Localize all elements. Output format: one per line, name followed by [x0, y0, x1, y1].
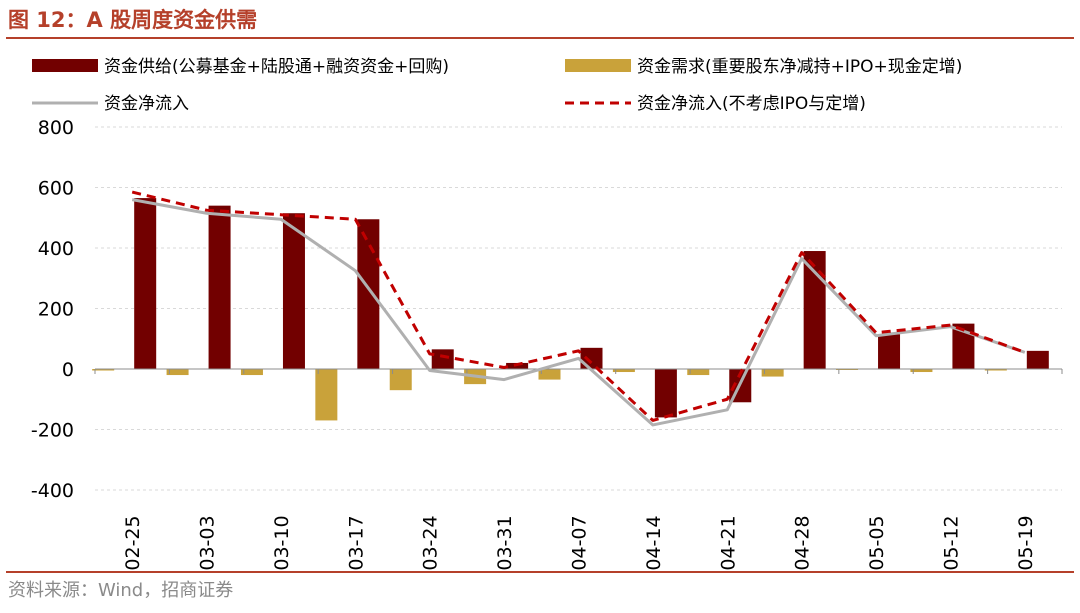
- supply-bar: [1026, 350, 1049, 369]
- x-tick-label: 03-10: [271, 515, 293, 570]
- y-tick-label: 800: [38, 117, 74, 139]
- net-inflow-excl-ipo-line: [131, 190, 1026, 422]
- title-rule: [6, 37, 1074, 39]
- supply-bar: [654, 369, 677, 418]
- legend-label: 资金供给(公募基金+陆股通+融资资金+回购): [104, 57, 449, 77]
- y-tick-label: -400: [31, 480, 74, 502]
- supply-bar: [134, 198, 157, 369]
- demand-bar: [92, 369, 115, 371]
- figure-title: 图 12：A 股周度资金供需: [8, 8, 258, 32]
- y-axis-ticks: -400 -200 0 200 400 600 800: [31, 117, 74, 502]
- x-axis-ticks: 02-25 03-03 03-10 03-17 03-24 03-31 04-07 04-14…: [122, 515, 1037, 570]
- supply-bar: [282, 213, 305, 369]
- supply-bar: [580, 347, 603, 369]
- chart-gridlines: [95, 126, 1062, 491]
- y-tick-label: 600: [38, 178, 74, 200]
- y-tick-label: 200: [38, 299, 74, 321]
- x-tick-label: 04-07: [569, 515, 591, 570]
- chart-legend: 资金供给(公募基金+陆股通+融资资金+回购) 资金需求(重要股东净减持+IPO+现…: [32, 57, 962, 114]
- x-tick-label: 05-12: [940, 515, 962, 570]
- supply-bar: [952, 323, 975, 369]
- legend-swatch: [32, 59, 98, 72]
- x-tick-label: 04-28: [792, 515, 814, 570]
- demand-bar: [761, 369, 784, 377]
- demand-bar: [612, 369, 635, 373]
- supply-bar: [803, 251, 826, 369]
- demand-bar: [166, 369, 189, 376]
- net-inflow-line: [131, 198, 1026, 427]
- supply-bar: [208, 205, 231, 369]
- legend-swatch: [565, 59, 631, 72]
- demand-bar: [538, 369, 561, 380]
- x-tick-label: 03-31: [494, 515, 516, 570]
- x-tick-label: 03-03: [197, 515, 219, 570]
- demand-bar: [984, 369, 1007, 371]
- supply-bar: [357, 219, 380, 369]
- chart-bars: [92, 198, 1049, 421]
- zero-axis: [94, 368, 1063, 374]
- source-note: 资料来源：Wind，招商证券: [8, 580, 234, 601]
- x-tick-label: 05-05: [866, 515, 888, 570]
- x-tick-label: 03-17: [345, 515, 367, 570]
- demand-bar: [315, 369, 338, 421]
- x-tick-label: 03-24: [420, 515, 442, 570]
- demand-bar: [910, 369, 933, 373]
- y-tick-label: 0: [62, 359, 74, 381]
- demand-bar: [240, 369, 263, 376]
- demand-bar: [389, 369, 412, 391]
- legend-label: 资金需求(重要股东净减持+IPO+现金定增): [637, 57, 962, 77]
- legend-label: 资金净流入: [104, 94, 189, 114]
- supply-bar: [878, 334, 901, 369]
- x-tick-label: 04-21: [717, 515, 739, 570]
- chart-lines: [131, 190, 1026, 427]
- demand-bar: [687, 369, 710, 376]
- x-tick-label: 02-25: [122, 515, 144, 570]
- footer-rule: [6, 571, 1074, 573]
- x-tick-label: 05-19: [1015, 515, 1037, 570]
- y-tick-label: 400: [38, 238, 74, 260]
- y-tick-label: -200: [31, 420, 74, 442]
- x-tick-label: 04-14: [643, 515, 665, 570]
- supply-bar: [431, 349, 454, 369]
- legend-label: 资金净流入(不考虑IPO与定增): [637, 94, 866, 114]
